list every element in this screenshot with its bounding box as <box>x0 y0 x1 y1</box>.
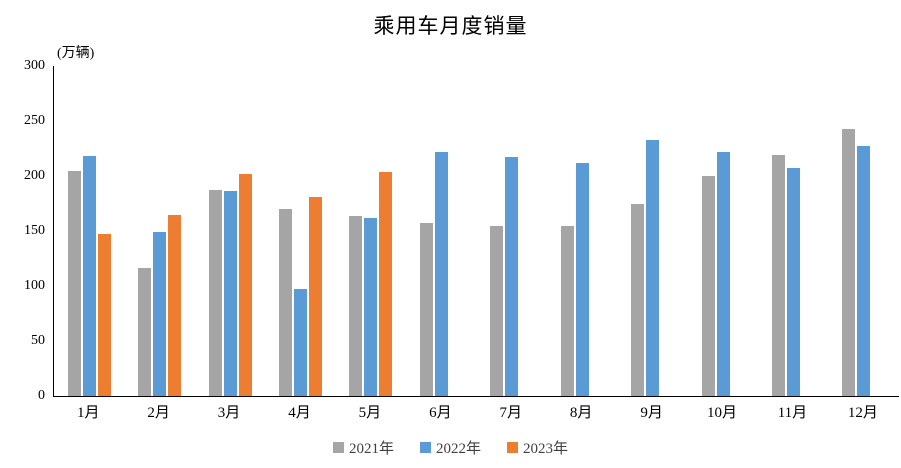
x-axis-label: 6月 <box>429 405 452 421</box>
bar-group-month-9 <box>617 66 687 396</box>
legend: 2021年 2022年 2023年 <box>0 437 901 458</box>
bar-group-month-4 <box>265 66 335 396</box>
x-axis-label: 12月 <box>847 405 878 421</box>
bar-group-month-8 <box>547 66 617 396</box>
bar-group-month-2 <box>124 66 194 396</box>
x-axis-label: 3月 <box>217 405 241 421</box>
legend-swatch-icon <box>332 442 344 453</box>
x-axis-label: 8月 <box>569 405 593 421</box>
bar-series-0-month-1 <box>67 170 81 396</box>
bar-series-0-month-3 <box>208 190 222 396</box>
y-axis-unit-label: (万辆) <box>57 46 95 61</box>
y-tick-label: 100 <box>24 278 45 293</box>
bar-series-0-month-5 <box>349 215 363 396</box>
bar-series-2-month-3 <box>238 173 252 396</box>
bar-series-1-month-1 <box>82 156 96 396</box>
bar-series-1-month-12 <box>857 146 871 396</box>
bar-group-month-7 <box>477 66 547 396</box>
bar-series-2-month-5 <box>379 171 393 396</box>
legend-item: 2022年 <box>419 437 481 458</box>
y-tick-label: 250 <box>24 113 45 128</box>
x-axis-label: 2月 <box>147 405 170 421</box>
y-tick-label: 0 <box>38 388 45 403</box>
x-axis-label: 7月 <box>499 405 522 421</box>
bar-series-0-month-4 <box>278 209 292 396</box>
chart-title: 乘用车月度销量 <box>373 14 528 38</box>
bar-series-1-month-11 <box>786 168 800 396</box>
y-tick-label: 50 <box>31 333 45 348</box>
bar-group-month-3 <box>195 66 265 396</box>
bar-group-month-1 <box>54 66 124 396</box>
x-axis-label: 11月 <box>777 405 808 421</box>
legend-swatch-icon <box>507 442 518 453</box>
legend-label: 2022年 <box>435 441 481 457</box>
x-axis-label: 1月 <box>76 405 100 421</box>
x-axis-label: 9月 <box>640 405 663 421</box>
bar-series-1-month-2 <box>153 232 167 396</box>
bar-series-1-month-5 <box>364 217 378 396</box>
y-axis: 0 50 100 150 200 250 300 <box>0 59 45 403</box>
bar-series-2-month-1 <box>97 234 111 396</box>
bar-series-0-month-2 <box>138 268 152 396</box>
bar-series-1-month-9 <box>646 139 660 396</box>
bar-group-month-12 <box>829 66 899 396</box>
bar-series-2-month-2 <box>168 214 182 396</box>
bar-series-1-month-4 <box>293 289 307 396</box>
x-axis-label: 4月 <box>288 405 311 421</box>
x-axis-label: 10月 <box>707 405 738 421</box>
bar-group-month-5 <box>336 66 406 396</box>
legend-label: 2021年 <box>348 441 394 457</box>
legend-item: 2023年 <box>507 437 568 458</box>
bar-series-0-month-6 <box>419 223 433 396</box>
bar-series-0-month-8 <box>560 225 574 396</box>
y-tick-label: 300 <box>24 58 45 73</box>
x-axis: 1月 2月 3月 4月 5月 6月 7月 8月 9月 10月 11月 12月 <box>53 401 898 422</box>
bar-series-0-month-9 <box>631 203 645 396</box>
legend-swatch-icon <box>419 442 431 453</box>
bar-series-1-month-8 <box>575 162 589 396</box>
bar-series-0-month-12 <box>842 128 856 396</box>
bar-series-1-month-10 <box>716 151 730 396</box>
plot-area <box>53 66 899 397</box>
bar-series-1-month-7 <box>505 157 519 396</box>
bar-series-0-month-7 <box>490 225 504 396</box>
bar-series-0-month-10 <box>701 176 715 396</box>
bar-series-1-month-6 <box>434 151 448 396</box>
bar-group-month-6 <box>406 66 476 396</box>
bar-series-1-month-3 <box>223 191 237 396</box>
y-tick-label: 150 <box>24 223 45 238</box>
legend-label: 2023年 <box>523 441 569 457</box>
x-axis-label: 5月 <box>358 405 382 421</box>
y-tick-label: 200 <box>24 168 45 183</box>
bar-group-month-10 <box>688 66 758 396</box>
bar-group-month-11 <box>758 66 828 396</box>
legend-item: 2021年 <box>332 437 394 458</box>
bar-series-0-month-11 <box>771 155 785 396</box>
bar-series-2-month-4 <box>308 196 322 396</box>
